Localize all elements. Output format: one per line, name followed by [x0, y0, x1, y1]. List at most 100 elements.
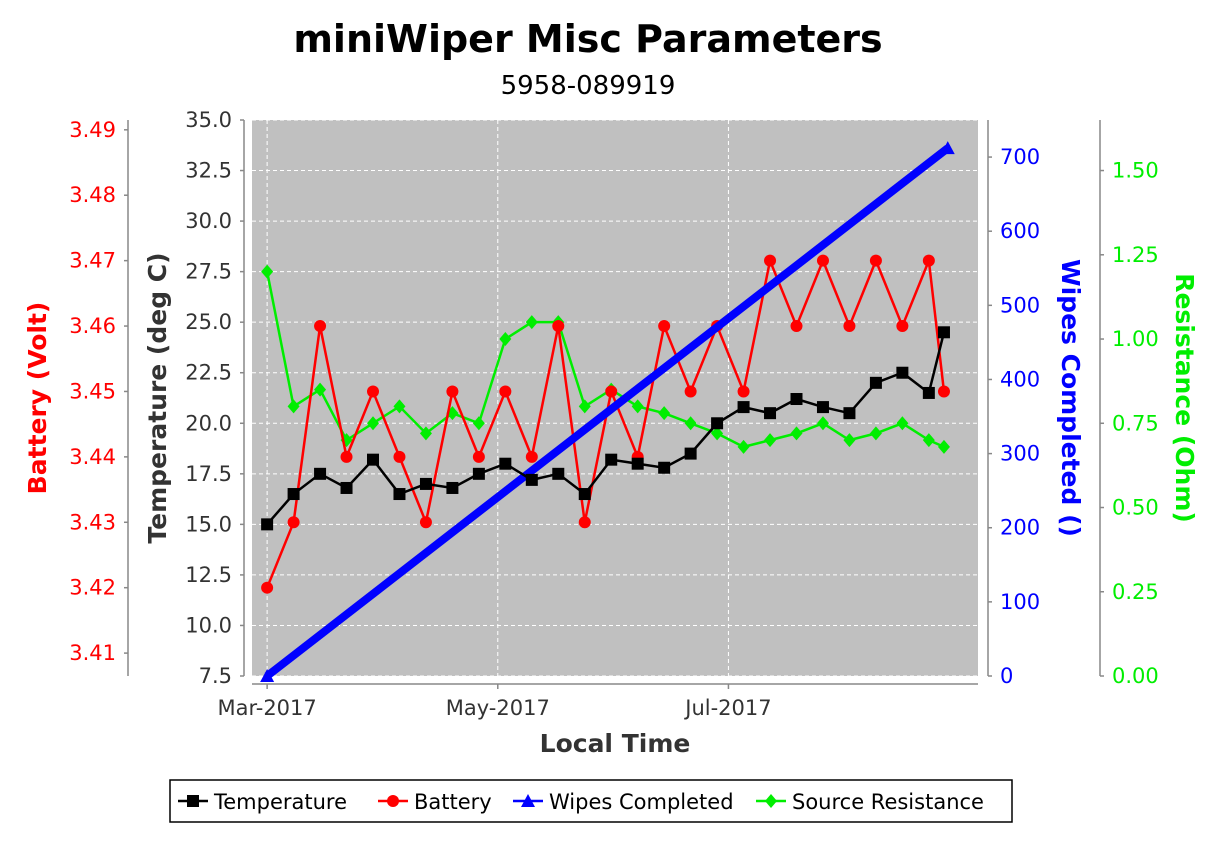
battery-tick-label: 3.45 [69, 379, 116, 403]
battery-tick-label: 3.46 [69, 314, 116, 338]
temperature-point [525, 473, 538, 486]
legend-label: Source Resistance [792, 790, 984, 814]
wipes-completed-series [260, 141, 955, 682]
source-resistance-point [764, 433, 777, 448]
temperature-axis-label: Temperature (deg C) [143, 252, 172, 543]
time-tick-label: May-2017 [446, 696, 550, 720]
temperature-tick-label: 30.0 [185, 209, 232, 233]
source-resistance-point [631, 399, 644, 414]
source-resistance-point [472, 416, 485, 431]
legend-marker [765, 794, 777, 808]
wipes-tick-label: 400 [1000, 367, 1040, 391]
temperature-axis: 7.5 10.0 12.5 15.0 17.5 20.0 22.5 25.0 27.5 30.0 3… [185, 108, 245, 688]
source-resistance-point [419, 426, 432, 441]
temperature-point [419, 477, 432, 490]
wipes-completed-point [260, 669, 275, 682]
source-resistance-point [684, 416, 697, 431]
resistance-tick-label: 1.25 [1112, 243, 1159, 267]
source-resistance-point [314, 382, 327, 397]
battery-tick-label: 3.47 [69, 249, 116, 273]
temperature-point [340, 481, 353, 494]
wipes-tick-label: 100 [1000, 590, 1040, 614]
source-resistance-point [790, 426, 803, 441]
temperature-point [869, 376, 882, 389]
temperature-tick-label: 35.0 [185, 108, 232, 132]
temperature-tick-label: 20.0 [185, 411, 232, 435]
source-resistance-point [711, 426, 724, 441]
chart-title: miniWiper Misc Parameters [293, 17, 882, 61]
source-resistance-point [896, 416, 909, 431]
temperature-point [684, 447, 697, 460]
legend-marker [521, 794, 535, 807]
battery-tick-label: 3.42 [69, 576, 116, 600]
temperature-point [790, 393, 803, 406]
temperature-tick-label: 12.5 [185, 563, 232, 587]
wipes-completed-line [264, 145, 951, 680]
battery-point [340, 450, 353, 463]
battery-point [472, 450, 485, 463]
temperature-point [816, 401, 829, 414]
battery-point [552, 320, 565, 333]
wipes-tick-label: 700 [1000, 145, 1040, 169]
battery-tick-label: 3.48 [69, 183, 116, 207]
grid [252, 119, 978, 677]
temperature-tick-label: 10.0 [185, 613, 232, 637]
temperature-point [631, 457, 644, 470]
wipes-tick-label: 300 [1000, 442, 1040, 466]
battery-point [658, 320, 671, 333]
battery-point [261, 581, 274, 594]
source-resistance-point [367, 416, 379, 431]
source-resistance-point [261, 264, 274, 279]
source-resistance-point [287, 399, 300, 414]
legend-label: Battery [414, 790, 492, 814]
temperature-tick-label: 25.0 [185, 310, 232, 334]
resistance-axis: 0.00 0.25 0.50 0.75 1.00 1.25 1.50 [1099, 120, 1159, 688]
temperature-tick-label: 32.5 [185, 159, 232, 183]
temperature-point [737, 401, 750, 414]
legend-marker [387, 795, 399, 807]
temperature-point [578, 488, 591, 501]
temperature-point [658, 461, 671, 474]
wipes-completed-point [940, 141, 955, 155]
battery-point [937, 385, 950, 398]
battery-point [446, 385, 459, 398]
temperature-point [711, 417, 724, 430]
temperature-point [605, 453, 618, 466]
temperature-point [287, 488, 300, 501]
battery-tick-label: 3.41 [69, 641, 116, 665]
battery-point [737, 385, 750, 398]
battery-point [869, 254, 882, 267]
legend-item-temperature: Temperature [178, 790, 347, 814]
battery-axis: 3.41 3.42 3.43 3.44 3.45 3.46 3.47 3.48 3.49 [69, 118, 129, 676]
temperature-point [446, 481, 459, 494]
source-resistance-point [499, 332, 512, 347]
temperature-tick-label: 27.5 [185, 260, 232, 284]
temperature-series [261, 326, 950, 531]
wipes-tick-label: 0 [1000, 664, 1013, 688]
x-axis-label: Local Time [540, 729, 691, 758]
source-resistance-point [937, 439, 950, 454]
legend-label: Wipes Completed [549, 790, 734, 814]
resistance-tick-label: 0.50 [1112, 496, 1159, 520]
series-layer [260, 141, 955, 682]
resistance-tick-label: 0.75 [1112, 411, 1159, 435]
temperature-point [261, 518, 274, 531]
source-resistance-point [869, 426, 882, 441]
battery-point [393, 450, 406, 463]
source-resistance-point [922, 433, 935, 448]
time-tick-label: Mar-2017 [217, 696, 316, 720]
resistance-tick-label: 0.25 [1112, 580, 1159, 604]
battery-series [261, 254, 950, 594]
temperature-point [922, 386, 935, 399]
temperature-point [393, 488, 406, 501]
resistance-tick-label: 0.00 [1112, 664, 1159, 688]
legend-box [169, 779, 1013, 823]
battery-point [287, 516, 300, 529]
source-resistance-point [658, 406, 671, 421]
chart-subtitle: 5958-089919 [501, 71, 676, 101]
temperature-tick-label: 17.5 [185, 462, 232, 486]
battery-point [367, 385, 379, 398]
temperature-tick-label: 22.5 [185, 361, 232, 385]
time-tick-label: Jul-2017 [683, 696, 771, 720]
